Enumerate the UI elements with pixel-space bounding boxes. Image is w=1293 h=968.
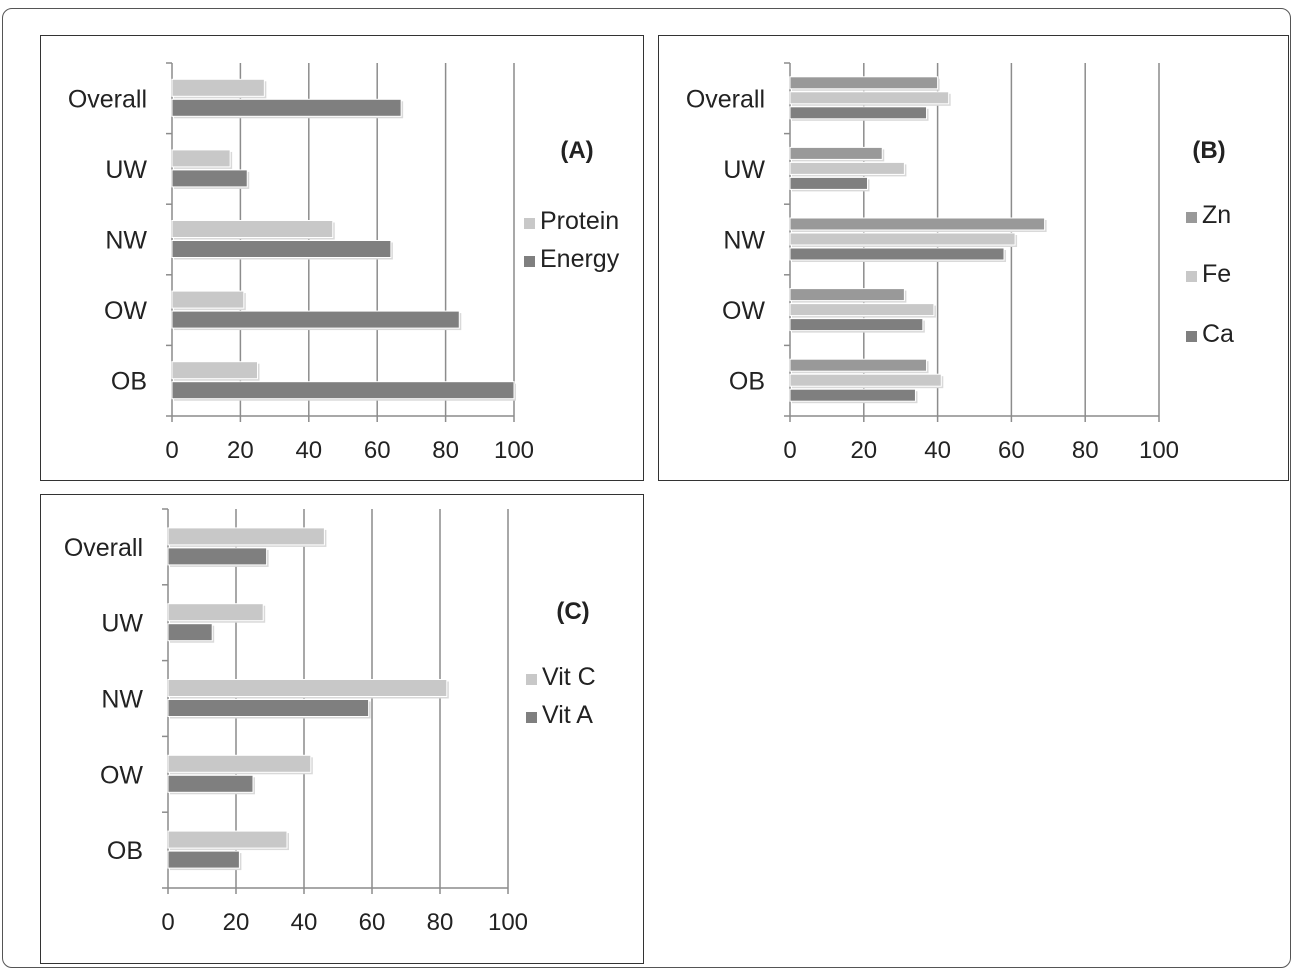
category-label: Overall (64, 534, 143, 562)
bar-fe-ob (789, 373, 942, 387)
category-label: OW (722, 297, 765, 325)
legend-label: Zn (1202, 201, 1231, 229)
chart-panel-c: Overall UW NW OW OB 0 20 40 60 80 100 (C) Vit C Vit A (40, 494, 644, 964)
bar-zn-overall (789, 76, 939, 90)
bar-protein-ob (171, 361, 258, 380)
bar-ca-nw (789, 247, 1005, 261)
category-label: OW (100, 761, 143, 789)
chart-a-svg: Overall UW NW OW OB 0 20 40 60 80 100 (A) Protein Ene… (68, 62, 620, 464)
x-tick-label: 0 (165, 437, 178, 464)
bar-protein-uw (171, 149, 231, 168)
bar-ca-uw (789, 176, 868, 190)
bar-vit-c-uw (167, 603, 264, 622)
bar-vit-a-uw (167, 623, 213, 642)
x-tick-label: 40 (924, 437, 951, 464)
x-tick-label: 0 (783, 437, 796, 464)
legend-swatch (526, 712, 537, 723)
legend-label: Vit C (542, 663, 596, 691)
bar-energy-uw (171, 169, 248, 188)
legend-label: Vit A (542, 701, 593, 729)
bar-ca-overall (789, 106, 928, 120)
bar-fe-overall (789, 91, 950, 105)
x-tick-label: 60 (364, 437, 391, 464)
legend-swatch (1186, 331, 1197, 342)
bar-protein-overall (171, 78, 265, 97)
legend-label: Fe (1202, 260, 1231, 288)
legend-swatch (526, 674, 537, 685)
chart-panel-a: Overall UW NW OW OB 0 20 40 60 80 100 (A) Protein Ene… (40, 35, 644, 481)
bar-vit-c-nw (167, 679, 448, 697)
panel-label: (C) (556, 598, 589, 625)
bar-fe-nw (789, 232, 1016, 246)
category-label: UW (723, 156, 765, 184)
x-tick-label: 60 (998, 437, 1025, 464)
x-tick-label: 80 (427, 909, 454, 936)
x-tick-label: 20 (223, 909, 250, 936)
legend-swatch (524, 256, 535, 267)
category-label: OW (104, 297, 147, 325)
chart-panel-b: Overall UW NW OW OB 0 20 40 60 80 100 (B) Zn Fe Ca (658, 35, 1289, 481)
legend-label: Ca (1202, 320, 1234, 348)
category-label: UW (105, 156, 147, 184)
x-tick-label: 0 (161, 909, 174, 936)
category-label: NW (723, 227, 765, 255)
panel-label: (A) (560, 137, 593, 164)
bar-vit-a-ow (167, 774, 254, 793)
legend-label: Energy (540, 245, 620, 273)
x-tick-label: 100 (494, 437, 534, 464)
category-label: UW (101, 610, 143, 638)
bar-vit-c-ow (167, 754, 312, 773)
legend-swatch (1186, 212, 1197, 223)
x-tick-label: 40 (291, 909, 318, 936)
legend-label: Protein (540, 207, 619, 235)
x-tick-label: 100 (1139, 437, 1179, 464)
x-tick-label: 100 (488, 909, 528, 936)
x-tick-label: 40 (295, 437, 322, 464)
bar-zn-nw (789, 217, 1046, 231)
x-tick-label: 60 (359, 909, 386, 936)
category-label: OB (111, 368, 147, 396)
category-label: Overall (68, 85, 147, 113)
bar-fe-ow (789, 303, 935, 317)
x-tick-label: 80 (1072, 437, 1099, 464)
x-tick-label: 20 (850, 437, 877, 464)
bar-vit-a-nw (167, 699, 370, 717)
bar-vit-a-overall (167, 547, 268, 566)
bar-ca-ow (789, 318, 924, 332)
category-label: NW (101, 686, 143, 714)
bar-zn-uw (789, 146, 883, 160)
bar-energy-overall (171, 98, 402, 117)
bar-protein-nw (171, 220, 334, 238)
bar-vit-a-ob (167, 850, 240, 869)
legend-swatch (524, 218, 535, 229)
x-tick-label: 80 (432, 437, 459, 464)
bar-energy-nw (171, 240, 392, 258)
category-label: Overall (686, 85, 765, 113)
legend-swatch (1186, 271, 1197, 282)
bar-protein-ow (171, 290, 245, 309)
bar-zn-ob (789, 358, 928, 372)
chart-c-svg: Overall UW NW OW OB 0 20 40 60 80 100 (C) Vit C Vit A (64, 508, 596, 936)
bar-fe-uw (789, 161, 905, 175)
bar-vit-c-overall (167, 527, 325, 546)
bar-energy-ow (171, 310, 460, 329)
x-tick-label: 20 (227, 437, 254, 464)
bar-energy-ob (171, 381, 515, 400)
category-label: OB (729, 368, 765, 396)
bar-vit-c-ob (167, 830, 288, 849)
category-label: OB (107, 837, 143, 865)
bar-ca-ob (789, 388, 916, 402)
chart-b-svg: Overall UW NW OW OB 0 20 40 60 80 100 (B) Zn Fe Ca (686, 62, 1234, 464)
category-label: NW (105, 227, 147, 255)
panel-label: (B) (1192, 137, 1225, 164)
bar-zn-ow (789, 288, 905, 302)
